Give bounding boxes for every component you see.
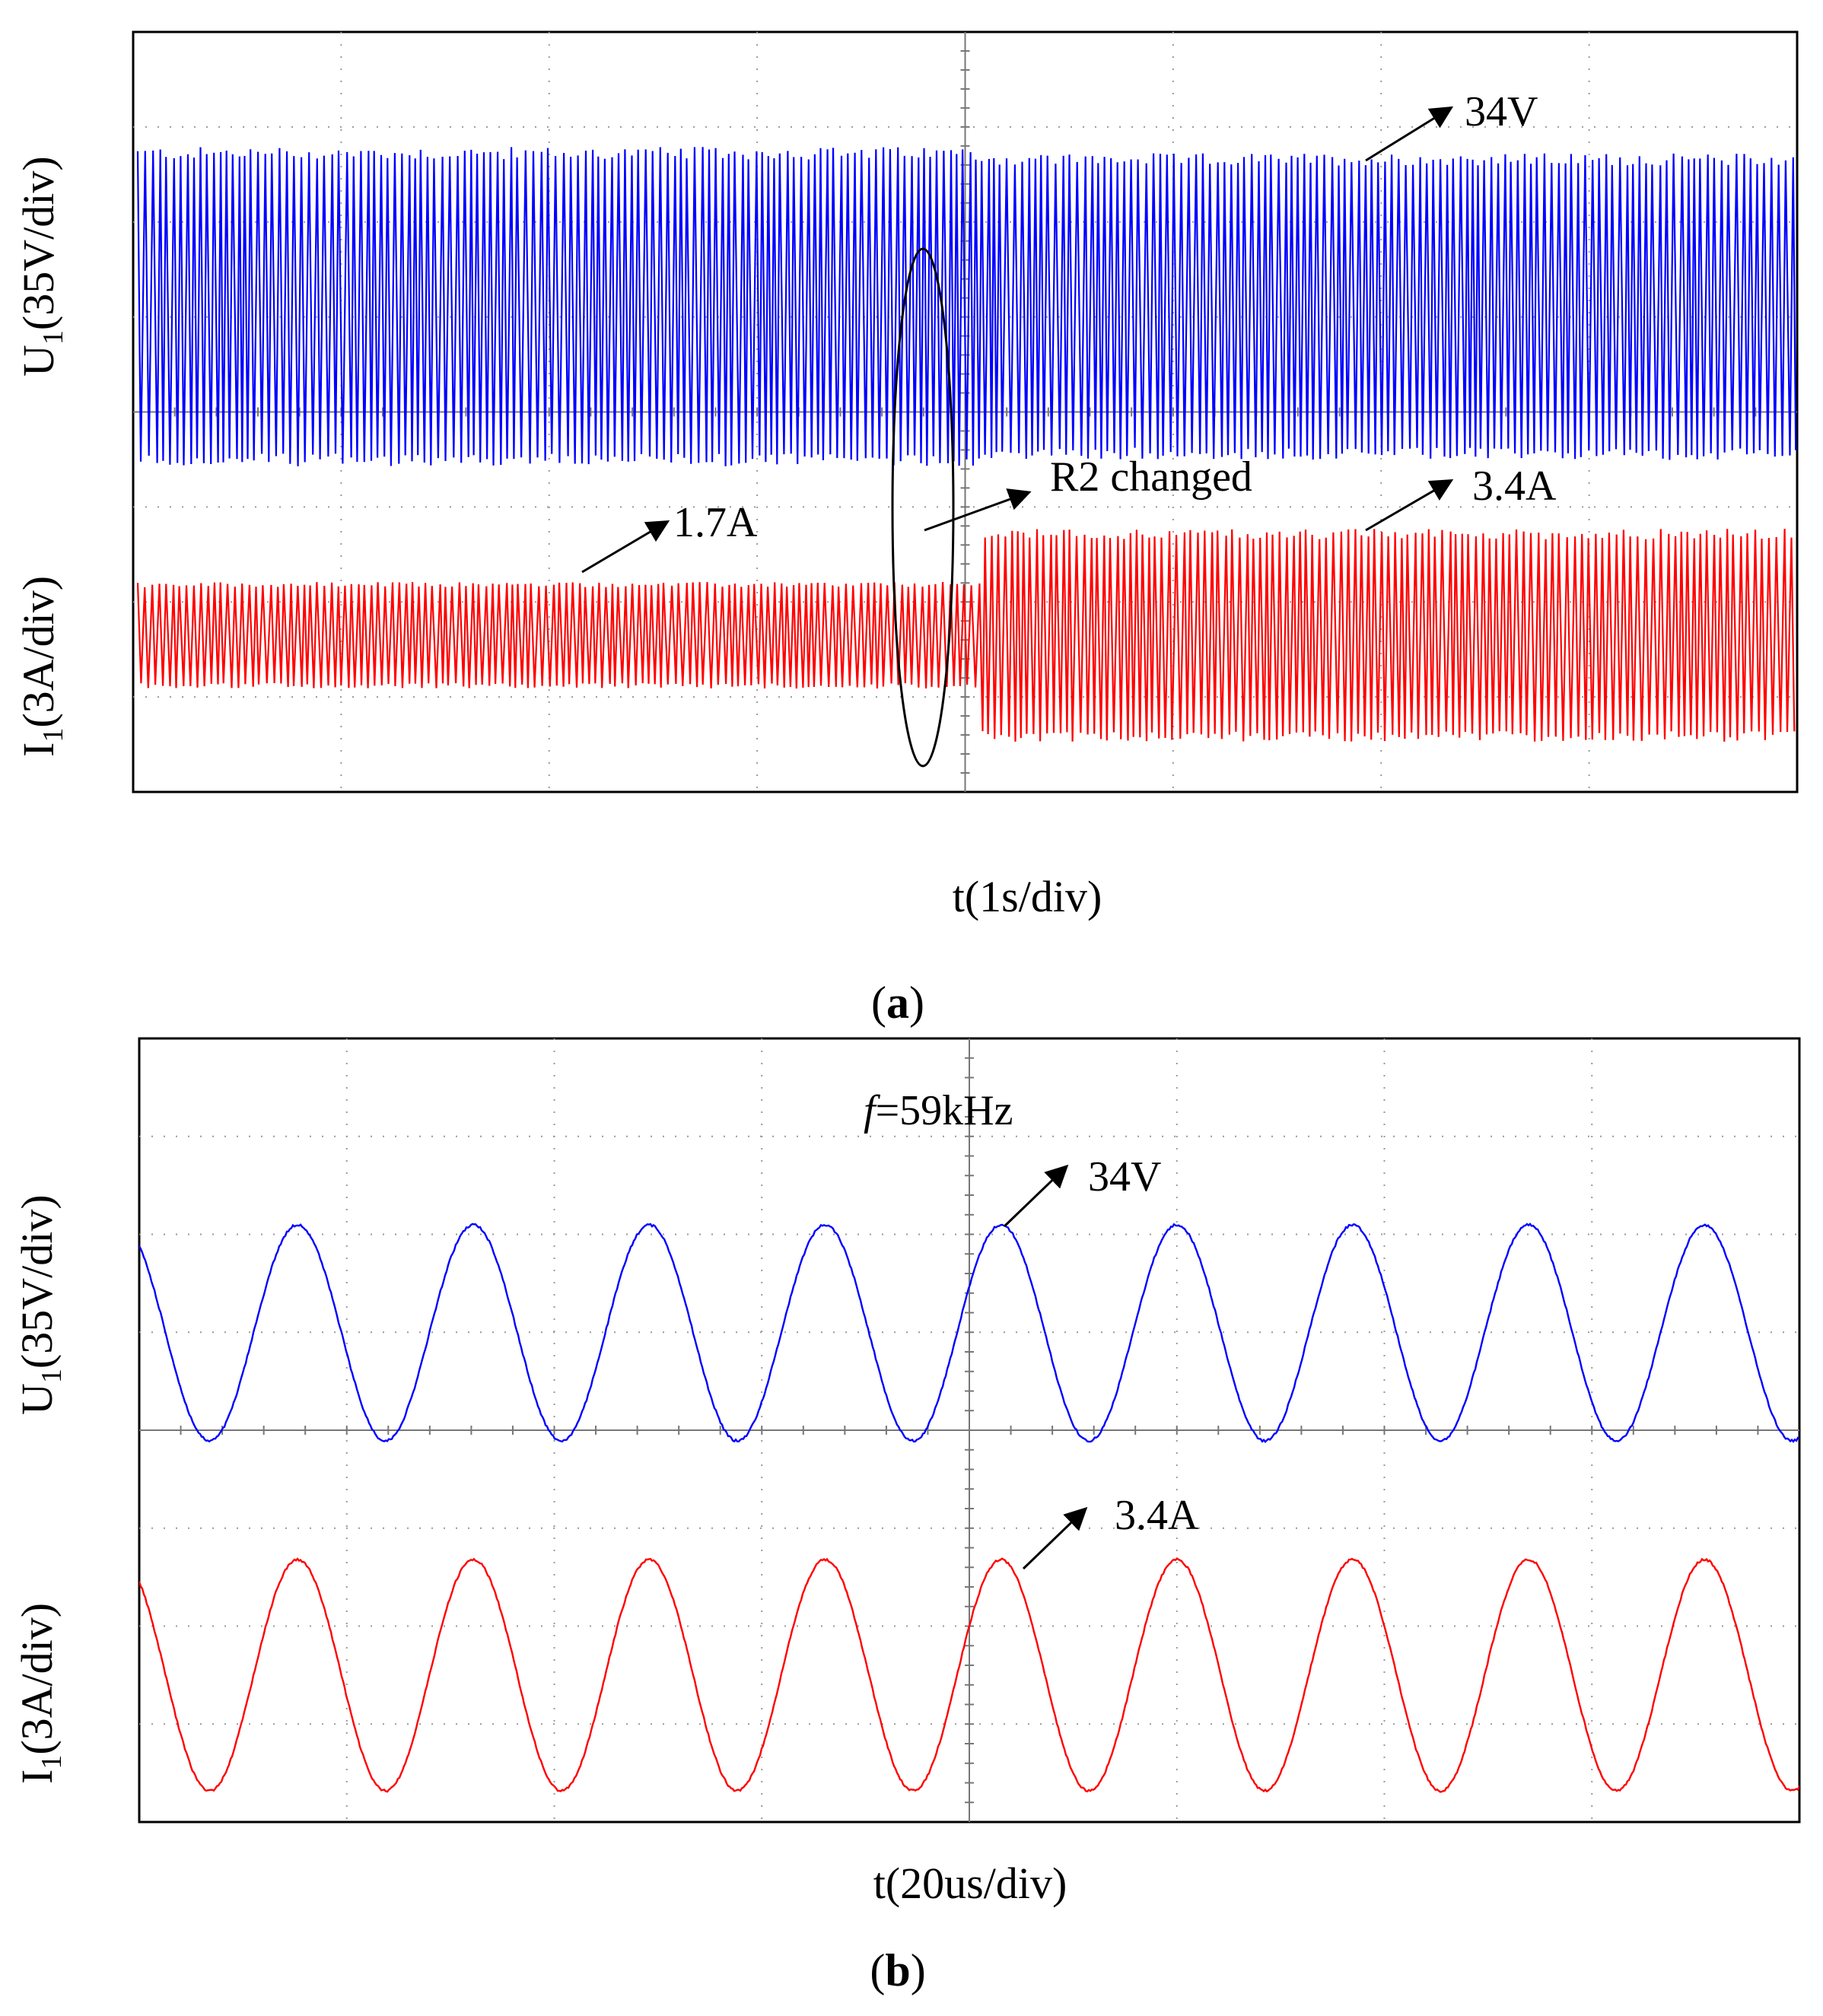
- panel-b-frequency-label: f=59kHz: [864, 1087, 1013, 1134]
- panel-a-annotation-r2-changed: R2 changed: [1050, 453, 1252, 501]
- panel-b-caption: (b): [870, 1945, 925, 1995]
- panel-b-ylabel-i1: I1(3A/div): [12, 1603, 68, 1784]
- panel-a-arrow-1-7a: [581, 520, 670, 574]
- panel-b-ylabel-u1: U1(35V/div): [12, 1194, 68, 1415]
- panel-b-annotation-3-4a: 3.4A: [1115, 1492, 1199, 1539]
- panel-a-series-i1: [136, 529, 1796, 742]
- panel-a-arrow-3-4a: [1365, 479, 1454, 532]
- panel-a-arrow-r2-changed: [924, 488, 1032, 532]
- panel-b-series-i1: [139, 1557, 1799, 1793]
- panel-a-annotation-3-4a: 3.4A: [1472, 463, 1557, 510]
- panel-a: 34V 1.7A R2 changed 3.4A U1(35V/div) I1(…: [14, 30, 1799, 1028]
- panel-a-series-u1: [136, 147, 1797, 466]
- panel-b-arrow-3-4a: [1022, 1506, 1088, 1570]
- panel-a-ylabel-u1: U1(35V/div): [14, 156, 69, 377]
- panel-b-annotation-34v: 34V: [1088, 1153, 1161, 1200]
- panel-b: f=59kHz 34V 3.4A U1(35V/div) I1(3A/div) …: [12, 1037, 1801, 1995]
- panel-a-event-ellipse: [891, 247, 955, 768]
- panel-b-arrow-34v: [1003, 1164, 1069, 1228]
- panel-b-xlabel: t(20us/div): [873, 1859, 1067, 1908]
- panel-a-arrow-34v: [1365, 106, 1454, 162]
- panel-b-grid: [139, 1038, 1799, 1822]
- panel-a-annotation-1-7a: 1.7A: [673, 499, 758, 546]
- panel-b-series-u1: [139, 1223, 1799, 1443]
- panel-a-xlabel: t(1s/div): [953, 872, 1102, 921]
- panel-a-caption: (a): [871, 978, 924, 1028]
- panel-a-annotation-34v: 34V: [1465, 88, 1538, 135]
- panel-a-ylabel-i1: I1(3A/div): [14, 576, 69, 757]
